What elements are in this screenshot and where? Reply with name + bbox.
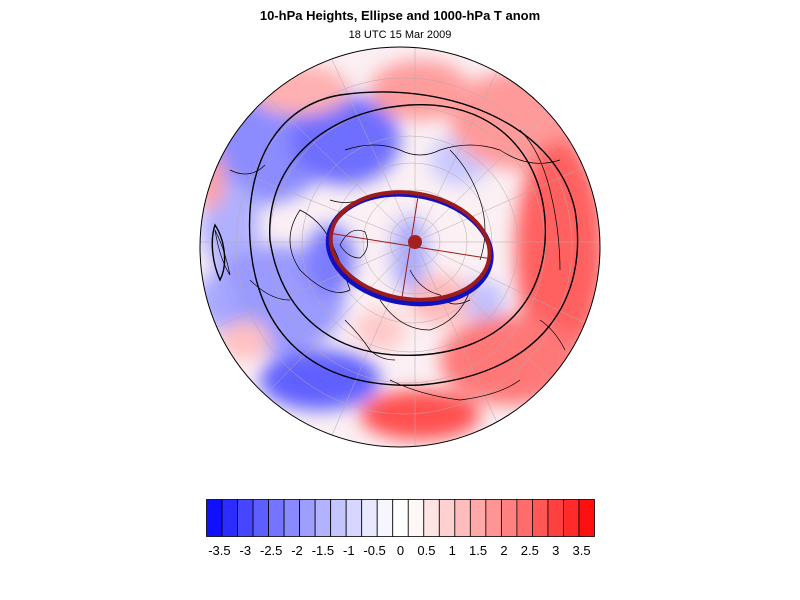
- colorbar-box: [252, 499, 269, 537]
- colorbar-box: [330, 499, 347, 537]
- colorbar-box: [500, 499, 518, 537]
- colorbar-box: [361, 499, 378, 537]
- colorbar-boxes: [206, 499, 595, 537]
- colorbar-box: [299, 499, 316, 537]
- colorbar-box: [376, 499, 394, 537]
- colorbar-box: [578, 499, 595, 537]
- colorbar: [206, 499, 595, 537]
- colorbar-tick-label: -2.5: [259, 543, 283, 558]
- colorbar-box: [454, 499, 471, 537]
- colorbar-box: [345, 499, 363, 537]
- globe-outline: [199, 46, 601, 448]
- colorbar-box: [206, 499, 223, 537]
- colorbar-box: [563, 499, 580, 537]
- colorbar-tick-label: 1.5: [469, 543, 488, 558]
- colorbar-box: [438, 499, 456, 537]
- colorbar-tick-label: 2.5: [520, 543, 539, 558]
- colorbar-tick-label: -2: [291, 543, 303, 558]
- colorbar-box: [516, 499, 533, 537]
- colorbar-box: [547, 499, 564, 537]
- map-subtitle: 18 UTC 15 Mar 2009: [348, 29, 452, 41]
- colorbar-tick-label: -3.5: [208, 543, 231, 558]
- colorbar-tick-label: 2: [500, 543, 508, 558]
- colorbar-tick-label: 1: [448, 543, 456, 558]
- colorbar-box: [237, 499, 254, 537]
- colorbar-box: [469, 499, 487, 537]
- colorbar-tick-label: 3.5: [572, 543, 591, 558]
- map-title: 10-hPa Heights, Ellipse and 1000-hPa T a…: [259, 8, 541, 23]
- colorbar-tick-label: -0.5: [363, 543, 386, 558]
- colorbar-tick-label: -1.5: [311, 543, 335, 558]
- colorbar-box: [268, 499, 285, 537]
- temperature-anomaly-field: [200, 47, 600, 447]
- height-contours: [211, 91, 579, 386]
- colorbar-tick-label: 3: [552, 543, 560, 558]
- colorbar-box: [423, 499, 440, 537]
- coastlines: [214, 129, 566, 401]
- colorbar-box: [407, 499, 425, 537]
- colorbar-tick-label: -1: [343, 543, 355, 558]
- colorbar-box: [314, 499, 332, 537]
- colorbar-tick-label: 0: [396, 543, 405, 558]
- colorbar-tick-label: -3: [239, 543, 252, 558]
- colorbar-tick-label: 0.5: [417, 543, 436, 558]
- colorbar-box: [392, 499, 409, 537]
- colorbar-box: [532, 499, 549, 537]
- lat-lon-grid: [200, 47, 600, 447]
- vortex-center-marker: [408, 235, 422, 249]
- colorbar-box: [221, 499, 238, 537]
- colorbar-box: [283, 499, 301, 537]
- colorbar-box: [485, 499, 502, 537]
- vortex-ellipse: [325, 190, 494, 307]
